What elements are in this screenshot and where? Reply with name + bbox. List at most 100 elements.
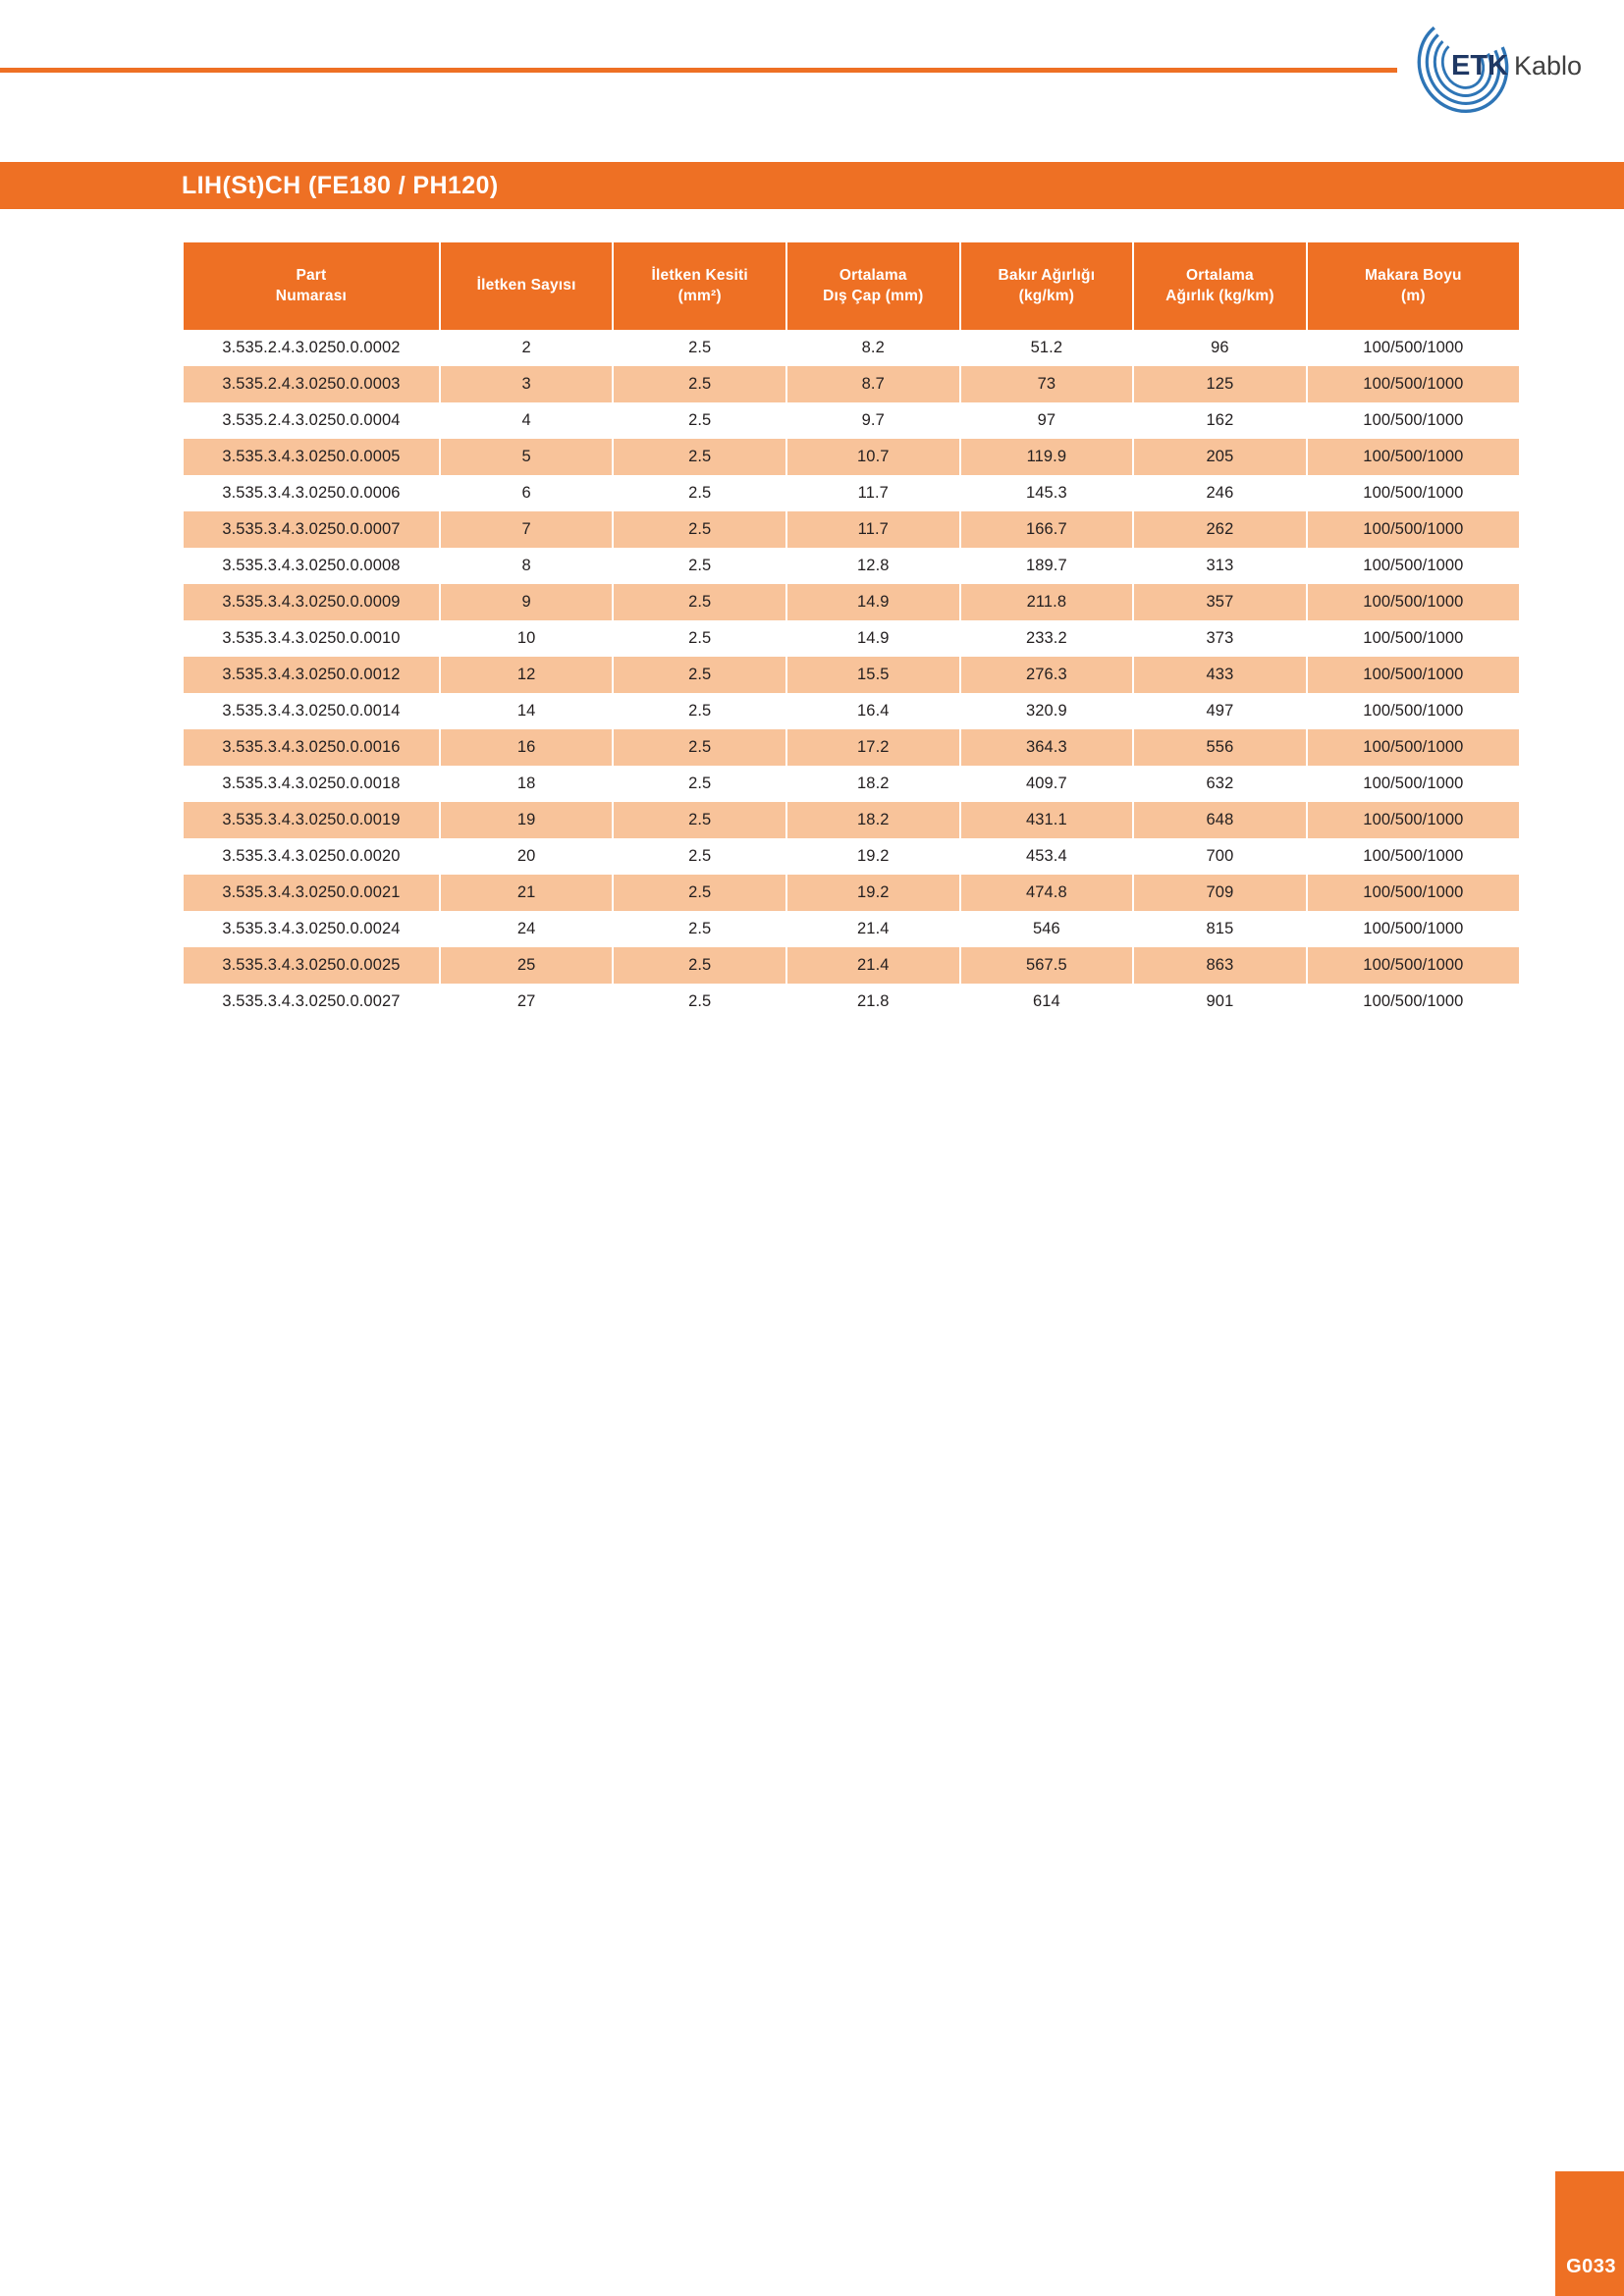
column-header-0: Part Numarası: [184, 242, 439, 330]
cell-value: 21: [440, 875, 613, 911]
cell-value: 648: [1134, 802, 1306, 838]
cell-value: 276.3: [960, 657, 1133, 693]
cell-value: 100/500/1000: [1307, 838, 1519, 875]
logo-text-etk: ETK: [1451, 50, 1508, 81]
cell-value: 19.2: [787, 875, 959, 911]
table-body: 3.535.2.4.3.0250.0.0002 2 2.5 8.2 51.2 96 100/…: [184, 330, 1519, 1020]
cell-value: 313: [1134, 548, 1306, 584]
column-header-line: (m): [1401, 287, 1426, 304]
cell-value: 5: [440, 439, 613, 475]
cell-value: 2.5: [614, 584, 785, 620]
cell-value: 100/500/1000: [1307, 693, 1519, 729]
cell-part-number: 3.535.3.4.3.0250.0.0009: [184, 584, 439, 620]
cell-value: 2.5: [614, 475, 785, 511]
cell-value: 100/500/1000: [1307, 947, 1519, 984]
cell-value: 2.5: [614, 766, 785, 802]
cell-value: 2.5: [614, 657, 785, 693]
cell-part-number: 3.535.3.4.3.0250.0.0019: [184, 802, 439, 838]
cell-value: 2.5: [614, 511, 785, 548]
column-header-line: Dış Çap (mm): [823, 287, 924, 304]
cell-value: 100/500/1000: [1307, 330, 1519, 366]
cell-value: 246: [1134, 475, 1306, 511]
column-header-2: İletken Kesiti (mm²): [614, 242, 785, 330]
cell-value: 6: [440, 475, 613, 511]
cell-value: 21.8: [787, 984, 959, 1020]
cell-value: 863: [1134, 947, 1306, 984]
cell-value: 18.2: [787, 766, 959, 802]
column-header-line: (kg/km): [1018, 287, 1075, 304]
column-header-line: Numarası: [275, 287, 348, 304]
cell-part-number: 3.535.3.4.3.0250.0.0005: [184, 439, 439, 475]
cell-value: 9: [440, 584, 613, 620]
cell-part-number: 3.535.3.4.3.0250.0.0016: [184, 729, 439, 766]
table-header: Part Numarası İletken Sayısı İletken Kesiti…: [184, 242, 1519, 330]
cell-value: 12.8: [787, 548, 959, 584]
cell-value: 10.7: [787, 439, 959, 475]
cell-value: 364.3: [960, 729, 1133, 766]
cell-value: 614: [960, 984, 1133, 1020]
cell-part-number: 3.535.3.4.3.0250.0.0025: [184, 947, 439, 984]
column-header-line: Bakır Ağırlığı: [998, 266, 1096, 284]
cell-value: 2.5: [614, 366, 785, 402]
cell-value: 8.2: [787, 330, 959, 366]
cell-value: 9.7: [787, 402, 959, 439]
cell-value: 166.7: [960, 511, 1133, 548]
table-row: 3.535.3.4.3.0250.0.0010 10 2.5 14.9 233.2 373…: [184, 620, 1519, 657]
table-row: 3.535.3.4.3.0250.0.0024 24 2.5 21.4 546 815 10…: [184, 911, 1519, 947]
cell-value: 100/500/1000: [1307, 548, 1519, 584]
cell-value: 409.7: [960, 766, 1133, 802]
cell-part-number: 3.535.3.4.3.0250.0.0010: [184, 620, 439, 657]
header-rule: [0, 68, 1397, 73]
column-header-4: Bakır Ağırlığı (kg/km): [960, 242, 1133, 330]
cell-value: 14.9: [787, 584, 959, 620]
cell-value: 632: [1134, 766, 1306, 802]
cell-value: 11.7: [787, 475, 959, 511]
cell-part-number: 3.535.3.4.3.0250.0.0007: [184, 511, 439, 548]
table-row: 3.535.2.4.3.0250.0.0002 2 2.5 8.2 51.2 96 100/…: [184, 330, 1519, 366]
cell-value: 16.4: [787, 693, 959, 729]
column-header-line: İletken Sayısı: [476, 277, 576, 294]
table-row: 3.535.3.4.3.0250.0.0018 18 2.5 18.2 409.7 632…: [184, 766, 1519, 802]
cell-value: 373: [1134, 620, 1306, 657]
table-row: 3.535.2.4.3.0250.0.0003 3 2.5 8.7 73 125 100/5…: [184, 366, 1519, 402]
cell-value: 2.5: [614, 875, 785, 911]
cell-part-number: 3.535.2.4.3.0250.0.0002: [184, 330, 439, 366]
cell-value: 100/500/1000: [1307, 766, 1519, 802]
cell-value: 100/500/1000: [1307, 620, 1519, 657]
column-header-line: Ortalama: [839, 266, 907, 284]
cell-value: 474.8: [960, 875, 1133, 911]
cell-value: 100/500/1000: [1307, 729, 1519, 766]
cell-value: 97: [960, 402, 1133, 439]
logo-text-kablo: Kablo: [1514, 51, 1582, 80]
cell-part-number: 3.535.3.4.3.0250.0.0006: [184, 475, 439, 511]
cell-value: 709: [1134, 875, 1306, 911]
cell-value: 567.5: [960, 947, 1133, 984]
cell-value: 10: [440, 620, 613, 657]
cell-value: 21.4: [787, 947, 959, 984]
table-row: 3.535.3.4.3.0250.0.0021 21 2.5 19.2 474.8 709…: [184, 875, 1519, 911]
cell-value: 2.5: [614, 548, 785, 584]
cell-value: 100/500/1000: [1307, 911, 1519, 947]
cell-value: 100/500/1000: [1307, 584, 1519, 620]
column-header-line: Makara Boyu: [1365, 266, 1462, 284]
cell-value: 100/500/1000: [1307, 875, 1519, 911]
column-header-line: Part: [296, 266, 327, 284]
table-row: 3.535.3.4.3.0250.0.0016 16 2.5 17.2 364.3 556…: [184, 729, 1519, 766]
cell-value: 357: [1134, 584, 1306, 620]
cell-part-number: 3.535.3.4.3.0250.0.0014: [184, 693, 439, 729]
cell-value: 433: [1134, 657, 1306, 693]
cell-value: 125: [1134, 366, 1306, 402]
cell-value: 8.7: [787, 366, 959, 402]
cell-value: 189.7: [960, 548, 1133, 584]
cell-value: 205: [1134, 439, 1306, 475]
cell-value: 21.4: [787, 911, 959, 947]
table-row: 3.535.3.4.3.0250.0.0014 14 2.5 16.4 320.9 497…: [184, 693, 1519, 729]
cell-part-number: 3.535.3.4.3.0250.0.0021: [184, 875, 439, 911]
table-row: 3.535.2.4.3.0250.0.0004 4 2.5 9.7 97 162 100/5…: [184, 402, 1519, 439]
cell-value: 546: [960, 911, 1133, 947]
cell-value: 2.5: [614, 911, 785, 947]
cell-value: 27: [440, 984, 613, 1020]
table-row: 3.535.3.4.3.0250.0.0009 9 2.5 14.9 211.8 357 1…: [184, 584, 1519, 620]
cell-part-number: 3.535.3.4.3.0250.0.0018: [184, 766, 439, 802]
cell-value: 24: [440, 911, 613, 947]
